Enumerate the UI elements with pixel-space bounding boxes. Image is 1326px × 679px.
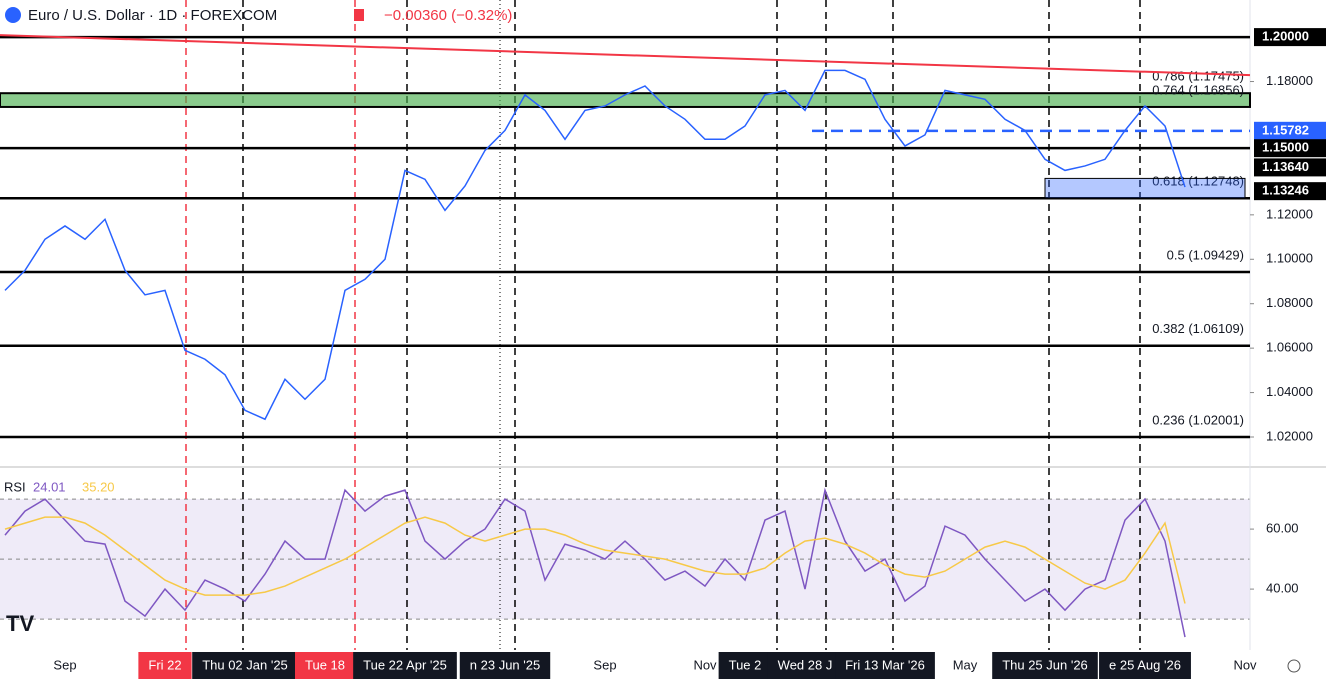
logo: TV	[6, 611, 34, 636]
level-label: 1.13246	[1262, 183, 1309, 198]
rsi-title: RSI	[4, 479, 26, 494]
x-tick-label: Nov	[693, 657, 717, 672]
x-tick-label: Fri 22	[148, 657, 181, 672]
symbol-icon	[5, 7, 21, 23]
rsi-value: 24.01	[33, 479, 66, 494]
y-tick-label: 1.02000	[1266, 428, 1313, 443]
level-tag	[1254, 121, 1326, 140]
y-tick-label: 1.08000	[1266, 295, 1313, 310]
level-tag	[1254, 158, 1326, 177]
fib-label: 0.5 (1.09429)	[1167, 247, 1244, 262]
line-series	[4, 516, 1186, 604]
x-label-box	[353, 652, 457, 679]
line-series	[4, 69, 1186, 421]
x-tick-label: Nov	[1233, 657, 1257, 672]
y-tick-label: 1.04000	[1266, 384, 1313, 399]
level-tag	[1254, 182, 1326, 201]
fib-label: 0.786 (1.17475)	[1152, 69, 1244, 84]
y-tick-label: 1.12000	[1266, 206, 1313, 221]
x-tick-label: Tue 18	[305, 657, 345, 672]
level-label: 1.15782	[1262, 122, 1309, 137]
x-label-box	[192, 652, 298, 679]
x-label-box	[718, 652, 772, 679]
level-tag	[1254, 139, 1326, 158]
level-label: 1.13640	[1262, 159, 1309, 174]
fib-label: 0.382 (1.06109)	[1152, 321, 1244, 336]
settings-icon[interactable]	[1287, 659, 1301, 673]
fib-label: 0.236 (1.02001)	[1152, 412, 1244, 427]
change-flag	[354, 9, 364, 21]
x-tick-label: Thu 02 Jan '25	[202, 657, 288, 672]
chart-title: Euro / U.S. Dollar · 1D · FOREXCOM	[28, 7, 277, 24]
y-tick-label: 1.18000	[1266, 73, 1313, 88]
price-change: −0.00360 (−0.32%)	[384, 7, 512, 24]
x-tick-label: e 25 Aug '26	[1109, 657, 1181, 672]
x-tick-label: May	[953, 657, 978, 672]
y-tick-label: 1.10000	[1266, 251, 1313, 266]
zone	[0, 92, 1251, 108]
fib-label: 0.618 (1.12748)	[1152, 174, 1244, 189]
x-tick-label: Fri 13 Mar '26	[845, 657, 925, 672]
x-label-box	[295, 652, 355, 679]
y-tick-label: 40.00	[1266, 581, 1299, 596]
x-label-box	[459, 652, 551, 679]
trendline	[0, 34, 1251, 77]
y-tick-label: 1.06000	[1266, 340, 1313, 355]
x-tick-label: Tue 2	[729, 657, 762, 672]
x-tick-label: Wed 28 J	[778, 657, 833, 672]
x-tick-label: Thu 25 Jun '26	[1002, 657, 1088, 672]
x-label-box	[138, 652, 192, 679]
x-label-box	[767, 652, 843, 679]
y-tick-label: 60.00	[1266, 521, 1299, 536]
line-series	[4, 487, 1186, 638]
x-label-box	[992, 652, 1098, 679]
x-tick-label: Tue 22 Apr '25	[363, 657, 447, 672]
level-label: 1.20000	[1262, 29, 1309, 44]
level-box	[1044, 177, 1246, 199]
x-label-box	[835, 652, 935, 679]
x-tick-label: Sep	[53, 657, 76, 672]
x-tick-label: n 23 Jun '25	[470, 657, 540, 672]
x-tick-label: Sep	[593, 657, 616, 672]
level-tag	[1254, 28, 1326, 47]
x-label-box	[1099, 652, 1191, 679]
level-label: 1.15000	[1262, 140, 1309, 155]
rsi-ma-value: 35.20	[82, 479, 115, 494]
fib-label: 0.764 (1.16856)	[1152, 82, 1244, 97]
